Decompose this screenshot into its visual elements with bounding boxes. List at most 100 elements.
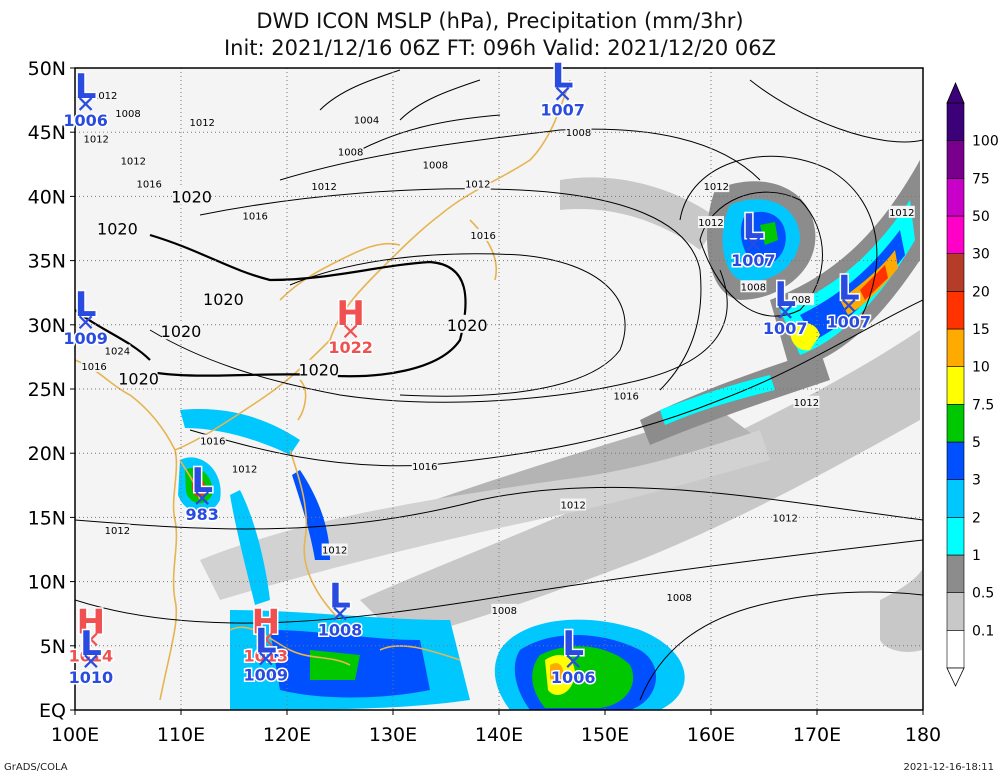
isobar-label: 1008 <box>566 128 591 139</box>
isobar-label-bg <box>470 228 497 241</box>
lat-tick-label: 5N <box>40 636 66 658</box>
center-marker <box>259 651 273 666</box>
isobar-label: 1020 <box>203 290 244 309</box>
legend-label: 50 <box>972 209 990 225</box>
high-pressure-center: H 1022 <box>327 293 375 359</box>
isobar-label-bg <box>793 395 820 408</box>
pressure-centers: L1006L1007L1009H1022L1007L1007L1007L983L… <box>62 55 873 689</box>
isobar-label: 1004 <box>354 115 379 126</box>
isobars <box>75 69 923 701</box>
legend-swatch <box>946 441 965 480</box>
pressure-value: 983 <box>185 505 218 524</box>
legend-swatch <box>946 328 965 367</box>
isobar-label-bg <box>162 321 200 340</box>
isobar-1020 <box>75 233 467 378</box>
isobar-label-bg <box>565 126 592 139</box>
isobar-label: 1012 <box>189 118 214 129</box>
isobar-label: 1020 <box>161 322 202 341</box>
isobar-label: 1016 <box>136 180 161 191</box>
center-marker <box>343 324 358 338</box>
legend-swatch <box>946 178 965 217</box>
isobar-label-bg <box>698 216 724 229</box>
isobar-label-bg <box>422 158 449 171</box>
isobar-label: 1012 <box>232 465 257 476</box>
lat-tick-label: 50N <box>28 58 66 80</box>
low-pressure-center: L 1006 <box>549 623 597 689</box>
isobar-label-bg <box>740 280 767 293</box>
legend-label: 5 <box>972 435 981 451</box>
high-letter: H <box>336 294 364 334</box>
center-marker <box>78 315 93 330</box>
lon-tick-label: 110E <box>157 724 205 746</box>
coastlines <box>75 79 571 701</box>
center-marker <box>84 654 98 668</box>
pressure-value: 1006 <box>551 668 596 687</box>
isobar-label: 1016 <box>613 391 638 402</box>
legend-label: 3 <box>972 473 981 489</box>
isobar-label: 1008 <box>492 606 517 617</box>
legend-swatch <box>946 592 965 631</box>
low-pressure-center: L 1007 <box>539 55 587 121</box>
isobar-label-bg <box>199 434 226 447</box>
isobar-label: 1012 <box>83 135 108 146</box>
legend-swatch <box>946 215 965 254</box>
lat-tick-label: EQ <box>39 700 66 722</box>
isobar-label: 1020 <box>97 220 138 239</box>
isobar-label: 1012 <box>322 546 347 557</box>
legend-label: 2 <box>972 510 981 526</box>
high-letter: H <box>252 602 280 642</box>
isobar-label: 1008 <box>115 109 140 120</box>
low-pressure-center: L 983 <box>184 460 220 526</box>
isobar-label: 1008 <box>666 593 691 604</box>
pressure-value: 1008 <box>318 621 363 640</box>
pressure-value: 1007 <box>827 313 872 332</box>
low-letter: L <box>329 577 351 617</box>
legend-max-arrow <box>946 81 965 104</box>
isobar-label-bg <box>321 543 348 556</box>
lon-tick-label: 170E <box>793 724 841 746</box>
isobar-label-bg <box>83 132 110 145</box>
isobar-label-bg <box>353 113 380 126</box>
low-letter: L <box>562 624 584 664</box>
isobar-label: 1020 <box>171 187 212 206</box>
isobar-label-bg <box>464 177 491 190</box>
timestamp: 2021-12-16-18:11 <box>903 762 994 773</box>
legend-label: 0.1 <box>972 623 994 639</box>
isobar-label: 1012 <box>465 180 490 191</box>
high-letter: H <box>77 602 105 642</box>
center-marker <box>84 632 98 647</box>
low-letter: L <box>743 207 765 247</box>
isobar-label-bg <box>81 359 108 372</box>
center-marker <box>778 305 792 319</box>
pressure-value: 1007 <box>540 101 585 120</box>
isobar-label-bg <box>666 591 693 604</box>
center-marker <box>78 97 93 111</box>
map-title: DWD ICON MSLP (hPa), Precipitation (mm/3… <box>256 9 744 33</box>
pressure-value: 1006 <box>63 111 108 130</box>
isobar-label: 1012 <box>92 91 117 102</box>
high-pressure-center: H 1014 <box>67 601 115 667</box>
pressure-value: 1022 <box>328 338 373 357</box>
isobar-label-bg <box>136 177 163 190</box>
center-marker <box>555 86 570 101</box>
legend-swatch <box>946 630 965 669</box>
legend-label: 30 <box>972 247 990 263</box>
isobar-label-bg <box>91 88 118 101</box>
lon-tick-label: 140E <box>475 724 523 746</box>
isobar-label: 1016 <box>470 231 495 242</box>
low-pressure-center: L 1009 <box>242 620 290 686</box>
center-marker <box>566 654 580 668</box>
map-subtitle: Init: 2021/12/16 06Z FT: 096h Valid: 202… <box>223 36 777 60</box>
lon-tick-label: 120E <box>263 724 311 746</box>
low-pressure-center: L 1009 <box>62 284 110 350</box>
pressure-value: 1014 <box>69 646 114 665</box>
isobar-label: 1012 <box>121 156 146 167</box>
isobar-label: 1024 <box>105 346 130 357</box>
lat-tick-label: 15N <box>28 507 66 529</box>
low-letter: L <box>774 275 796 315</box>
legend-label: 1 <box>972 548 981 564</box>
legend-label: 15 <box>972 322 990 338</box>
pressure-value: 1010 <box>69 668 114 687</box>
isobar-labels: 1012100810121012101210161020102010161012… <box>81 88 915 617</box>
isobar-label: 1012 <box>794 398 819 409</box>
